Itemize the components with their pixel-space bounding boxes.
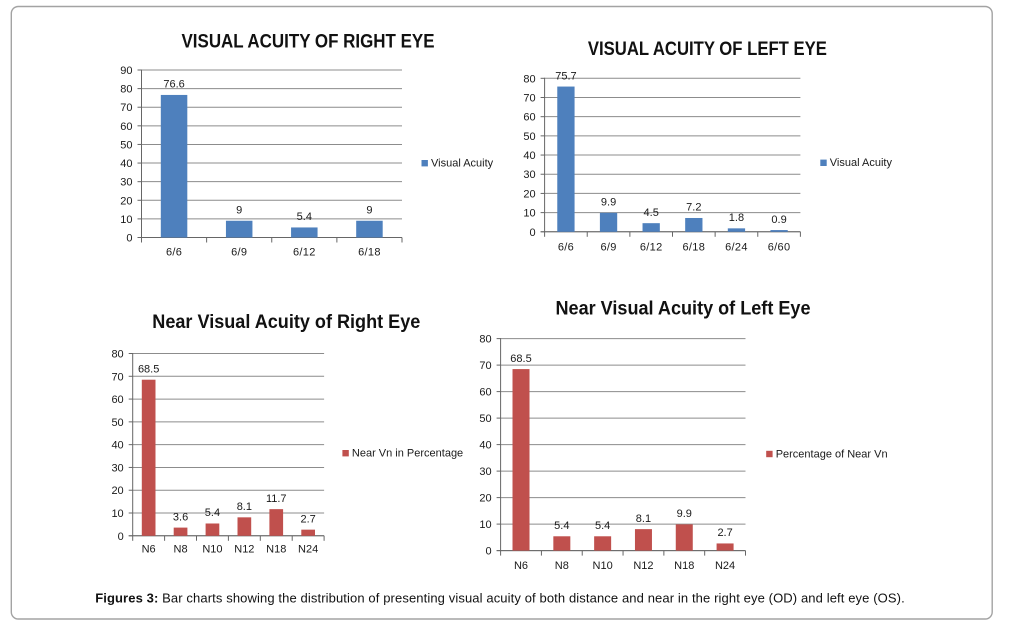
svg-text:8.1: 8.1	[636, 513, 651, 525]
svg-text:N24: N24	[298, 543, 318, 555]
svg-text:3.6: 3.6	[173, 511, 188, 523]
svg-text:9: 9	[366, 204, 372, 216]
svg-text:N6: N6	[142, 543, 156, 555]
svg-text:30: 30	[523, 169, 535, 181]
svg-text:Near Visual Acuity of Left Eye: Near Visual Acuity of Left Eye	[556, 298, 811, 320]
svg-text:5.4: 5.4	[297, 211, 312, 223]
svg-text:N8: N8	[174, 543, 188, 555]
svg-text:80: 80	[120, 84, 132, 96]
svg-text:6/18: 6/18	[683, 242, 706, 254]
svg-text:VISUAL ACUITY OF RIGHT EYE: VISUAL ACUITY OF RIGHT EYE	[182, 31, 435, 53]
svg-text:N8: N8	[555, 560, 569, 572]
svg-text:N12: N12	[234, 543, 254, 555]
svg-text:60: 60	[479, 387, 491, 399]
svg-text:N10: N10	[202, 543, 222, 555]
svg-text:68.5: 68.5	[510, 353, 531, 365]
svg-text:9.9: 9.9	[677, 508, 692, 520]
svg-text:4.5: 4.5	[644, 207, 659, 219]
svg-text:76.6: 76.6	[163, 79, 184, 91]
svg-text:5.4: 5.4	[205, 507, 220, 519]
svg-text:40: 40	[120, 158, 132, 170]
svg-text:10: 10	[523, 208, 535, 220]
svg-text:30: 30	[479, 466, 491, 478]
svg-text:N10: N10	[593, 560, 613, 572]
svg-text:50: 50	[111, 417, 123, 429]
svg-text:0: 0	[529, 227, 535, 239]
svg-text:6/6: 6/6	[558, 242, 574, 254]
svg-text:0: 0	[126, 233, 132, 245]
svg-text:70: 70	[479, 360, 491, 372]
svg-text:Figures 3: Bar charts showing: Figures 3: Bar charts showing the distri…	[95, 591, 905, 606]
svg-text:0: 0	[485, 546, 491, 558]
svg-text:6/24: 6/24	[725, 242, 748, 254]
svg-text:0: 0	[118, 531, 124, 543]
svg-text:50: 50	[523, 131, 535, 143]
svg-text:1.8: 1.8	[729, 212, 744, 224]
svg-text:90: 90	[120, 65, 132, 77]
svg-text:20: 20	[111, 485, 123, 497]
svg-text:N12: N12	[633, 560, 653, 572]
svg-text:N18: N18	[266, 543, 286, 555]
svg-text:10: 10	[111, 508, 123, 520]
svg-text:10: 10	[479, 519, 491, 531]
svg-text:2.7: 2.7	[717, 527, 732, 539]
svg-text:6/6: 6/6	[166, 247, 182, 259]
svg-text:5.4: 5.4	[554, 520, 569, 532]
svg-text:N24: N24	[715, 560, 735, 572]
svg-text:2.7: 2.7	[301, 513, 316, 525]
svg-text:5.4: 5.4	[595, 520, 610, 532]
svg-text:11.7: 11.7	[266, 493, 287, 505]
svg-text:7.2: 7.2	[686, 202, 701, 214]
svg-text:8.1: 8.1	[237, 501, 252, 513]
svg-text:Percentage of Near Vn: Percentage of Near Vn	[776, 448, 888, 460]
svg-text:20: 20	[479, 493, 491, 505]
svg-text:Visual Acuity: Visual Acuity	[431, 158, 494, 170]
svg-text:Near Visual Acuity of Right Ey: Near Visual Acuity of Right Eye	[152, 311, 420, 333]
svg-text:10: 10	[120, 214, 132, 226]
svg-text:6/9: 6/9	[231, 247, 247, 259]
svg-text:Visual Acuity: Visual Acuity	[830, 157, 893, 169]
svg-text:40: 40	[523, 150, 535, 162]
svg-text:Near Vn in Percentage: Near Vn in Percentage	[352, 448, 463, 460]
svg-text:60: 60	[120, 121, 132, 133]
svg-text:80: 80	[479, 334, 491, 346]
svg-text:VISUAL ACUITY OF LEFT EYE: VISUAL ACUITY OF LEFT EYE	[588, 38, 827, 60]
svg-text:0.9: 0.9	[771, 214, 786, 226]
svg-text:9.9: 9.9	[601, 197, 616, 209]
svg-text:68.5: 68.5	[138, 363, 159, 375]
svg-text:9: 9	[236, 204, 242, 216]
svg-text:6/9: 6/9	[600, 242, 616, 254]
svg-text:20: 20	[523, 188, 535, 200]
svg-text:50: 50	[479, 413, 491, 425]
svg-text:N18: N18	[674, 560, 694, 572]
svg-text:N6: N6	[514, 560, 528, 572]
svg-text:60: 60	[523, 112, 535, 124]
svg-text:6/18: 6/18	[358, 247, 381, 259]
svg-text:6/12: 6/12	[293, 247, 316, 259]
svg-text:6/60: 6/60	[768, 242, 791, 254]
svg-text:40: 40	[111, 440, 123, 452]
svg-text:40: 40	[479, 440, 491, 452]
svg-text:60: 60	[111, 394, 123, 406]
svg-text:70: 70	[111, 371, 123, 383]
svg-text:70: 70	[523, 92, 535, 104]
svg-text:80: 80	[111, 349, 123, 361]
svg-text:80: 80	[523, 73, 535, 85]
svg-text:70: 70	[120, 102, 132, 114]
svg-text:50: 50	[120, 139, 132, 151]
svg-text:30: 30	[111, 462, 123, 474]
svg-text:30: 30	[120, 177, 132, 189]
svg-text:6/12: 6/12	[640, 242, 663, 254]
svg-text:20: 20	[120, 195, 132, 207]
svg-text:75.7: 75.7	[555, 70, 576, 82]
